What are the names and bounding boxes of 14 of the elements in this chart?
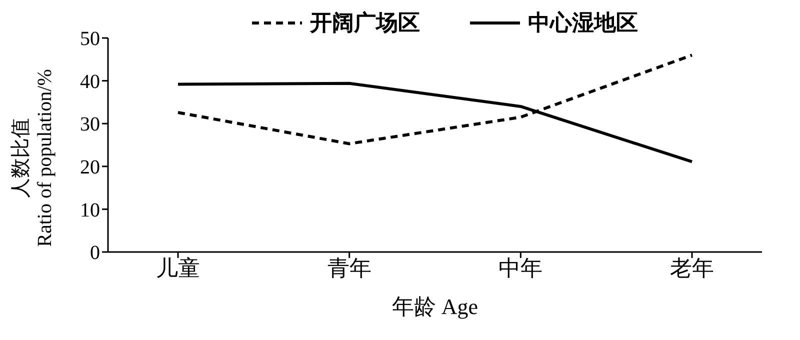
x-tick-label: 青年 bbox=[327, 256, 372, 281]
y-tick-label: 10 bbox=[80, 199, 100, 222]
x-axis-title: 年龄 Age bbox=[392, 294, 478, 319]
y-axis-title: 人数比值 Ratio of population/% bbox=[10, 69, 56, 247]
y-tick-label: 50 bbox=[80, 28, 100, 50]
y-tick-label: 20 bbox=[80, 156, 100, 178]
y-tick-label: 30 bbox=[80, 114, 100, 136]
y-tick-label: 0 bbox=[90, 242, 100, 264]
legend-label: 开阔广场区 bbox=[310, 9, 420, 37]
y-tick-label: 40 bbox=[80, 70, 100, 93]
x-tick-label: 中年 bbox=[498, 256, 543, 281]
legend-label: 中心湿地区 bbox=[528, 9, 638, 37]
x-tick-label: 老年 bbox=[670, 256, 714, 281]
x-tick-label: 儿童 bbox=[156, 256, 200, 281]
